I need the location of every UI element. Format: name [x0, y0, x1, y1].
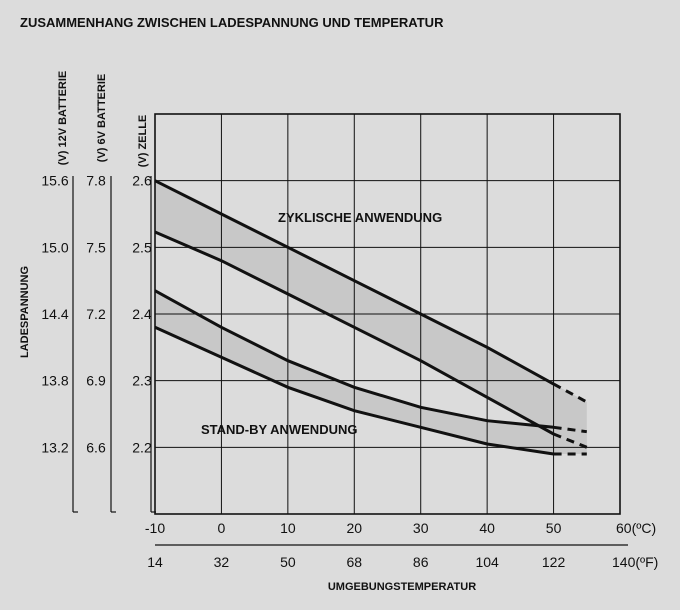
x-tick-c-4: 30 [413, 520, 429, 536]
y-axis-6v-title: (V) 6V BATTERIE [96, 74, 108, 162]
plot-frame [154, 113, 621, 515]
y-axis-cell-tick-1: 2.5 [132, 239, 152, 255]
x-tick-c-5: 40 [479, 520, 495, 536]
x-tick-c-3: 20 [346, 520, 362, 536]
x-tick-f-1: 32 [214, 554, 230, 570]
y-axis-cell-title: (V) ZELLE [137, 115, 149, 168]
y-axes: (V) ZELLE 2.6 2.5 2.4 2.3 2.2 (V) 6V BATTERIE 7… [41, 71, 156, 513]
x-tick-c-6: 50 [546, 520, 562, 536]
band-label-zyklische: ZYKLISCHE ANWENDUNG [278, 210, 442, 225]
x-tick-c-1: 0 [218, 520, 226, 536]
y-axis-cell-tick-3: 2.3 [132, 373, 152, 389]
y-axis-12v-tick-0: 15.6 [41, 173, 68, 189]
band-fill-1 [155, 290, 587, 454]
y-axis-6v-tick-3: 6.9 [86, 373, 106, 389]
grid [155, 114, 620, 514]
chart-title: ZUSAMMENHANG ZWISCHEN LADESPANNUNG UND T… [20, 15, 444, 30]
x-tick-f-6: 122 [542, 554, 566, 570]
y-axis-12v-tick-4: 13.2 [41, 439, 68, 455]
band-1-upper-line [154, 289, 554, 429]
band-0-upper-dashed [552, 382, 588, 404]
x-tick-f-2: 50 [280, 554, 296, 570]
x-tick-f-unit: 140(ºF) [612, 554, 658, 570]
x-tick-c-unit: 60(ºC) [616, 520, 656, 536]
y-axis-12v-tick-1: 15.0 [41, 239, 68, 255]
band-0-upper-line [154, 179, 555, 386]
x-tick-f-0: 14 [147, 554, 163, 570]
y-axis-6v-tick-1: 7.5 [86, 239, 106, 255]
band-1-lower-line [154, 325, 554, 456]
y-axis-12v-tick-3: 13.8 [41, 373, 68, 389]
x-tick-c-2: 10 [280, 520, 296, 536]
y-axis-12v-title: (V) 12V BATTERIE [57, 71, 69, 166]
y-axis-cell-tick-0: 2.6 [132, 173, 152, 189]
y-axis-title: LADESPANNUNG [19, 266, 31, 358]
x-axes: -10 14 0 32 10 50 20 68 30 86 40 104 50 122 60(ºC) 140(… [145, 520, 658, 570]
band-0-lower-dashed [553, 432, 588, 449]
x-axis-title: UMGEBUNGSTEMPERATUR [328, 581, 476, 593]
y-axis-cell-tick-4: 2.2 [132, 439, 152, 455]
y-axis-6v-tick-0: 7.8 [86, 173, 106, 189]
x-tick-f-5: 104 [475, 554, 499, 570]
y-axis-6v-tick-2: 7.2 [86, 306, 106, 322]
y-axis-12v-tick-2: 14.4 [41, 306, 68, 322]
y-axis-6v-tick-4: 6.6 [86, 439, 106, 455]
band-1-upper-dashed [553, 425, 587, 434]
band-0-lower-line [154, 230, 555, 436]
band-label-standby: STAND-BY ANWENDUNG [201, 422, 357, 437]
y-axis-cell-tick-2: 2.4 [132, 306, 152, 322]
x-tick-f-3: 68 [346, 554, 362, 570]
band-curves [154, 179, 588, 456]
x-tick-f-4: 86 [413, 554, 429, 570]
x-tick-c-0: -10 [145, 520, 165, 536]
